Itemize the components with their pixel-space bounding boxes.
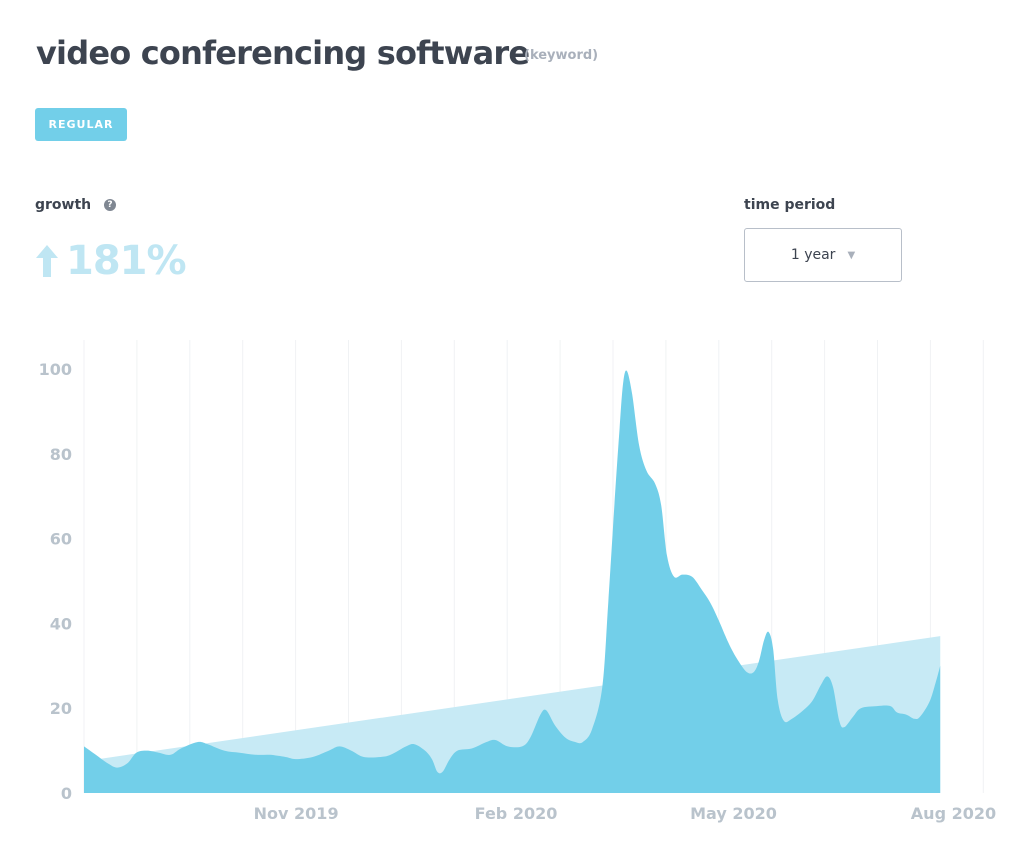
growth-label: growth [35, 197, 92, 213]
x-tick-label: May 2020 [690, 804, 777, 823]
y-tick-label: 0 [61, 784, 72, 803]
page-title: video conferencing software [36, 34, 530, 72]
time-period-label: time period [744, 197, 836, 213]
regular-badge[interactable]: REGULAR [35, 108, 127, 141]
chart: 0 20 40 60 80 100 Nov 2019 Feb 2020 May 2020 Aug … [39, 340, 996, 823]
y-tick-label: 100 [39, 360, 72, 379]
question-icon[interactable]: ? [104, 199, 116, 211]
x-tick-label: Aug 2020 [911, 804, 996, 823]
caret-down-icon: ▼ [847, 249, 856, 261]
growth-percentage: 181% [66, 238, 187, 284]
time-period-select[interactable]: 1 year ▼ [744, 228, 902, 282]
y-tick-label: 80 [50, 445, 72, 464]
arrow-up-icon [36, 245, 58, 277]
y-tick-label: 40 [50, 614, 72, 633]
x-tick-label: Nov 2019 [254, 804, 339, 823]
y-tick-label: 20 [50, 699, 72, 718]
time-period-value: 1 year [790, 247, 836, 263]
growth-value: 181% [34, 238, 187, 284]
keyword-label: (keyword) [524, 48, 599, 63]
interest-area [84, 370, 941, 793]
x-tick-label: Feb 2020 [475, 804, 558, 823]
y-tick-label: 60 [50, 530, 72, 549]
